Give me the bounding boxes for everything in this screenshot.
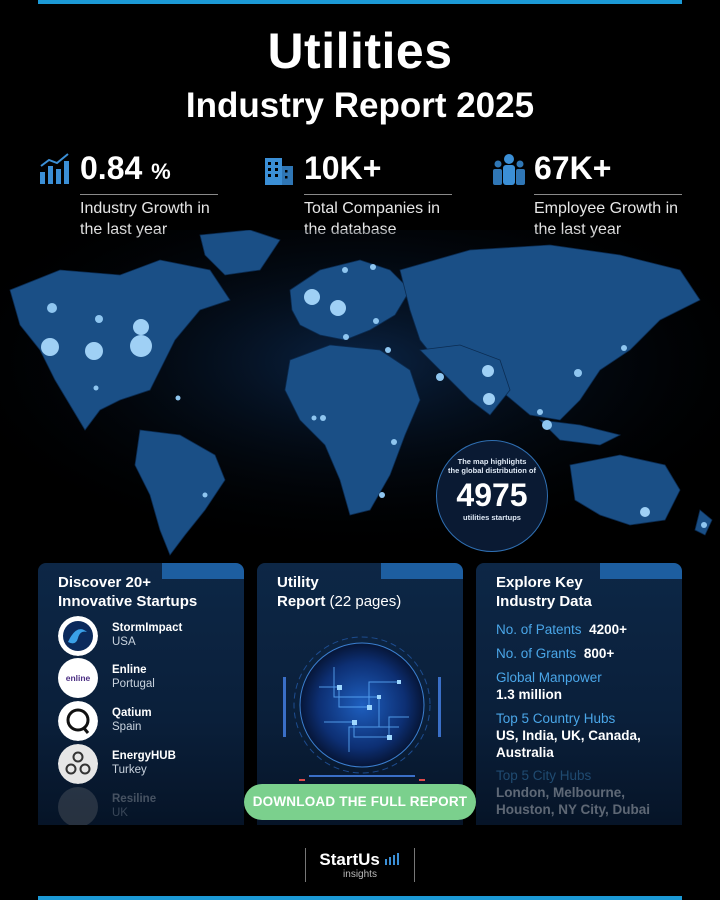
indonesia-shape bbox=[538, 419, 622, 446]
greenland-shape bbox=[199, 230, 281, 276]
world-map bbox=[0, 230, 720, 560]
page-subtitle: Industry Report 2025 bbox=[185, 86, 535, 125]
hotspot-marker bbox=[202, 492, 208, 498]
badge-caption: The map highlights the global distributio… bbox=[448, 457, 536, 475]
hotspot-marker bbox=[436, 373, 444, 381]
startup-item[interactable]: EnergyHUB Turkey bbox=[58, 744, 238, 784]
manpower-row: Global Manpower 1.3 million bbox=[496, 670, 602, 702]
hotspot-marker bbox=[133, 319, 149, 335]
hotspot-marker bbox=[304, 289, 320, 305]
brand-name: StartUs bbox=[319, 850, 380, 869]
hotspot-marker bbox=[482, 365, 494, 377]
hotspot-marker bbox=[373, 318, 379, 324]
report-cover-graphic bbox=[283, 636, 441, 781]
qatium-logo bbox=[58, 701, 98, 741]
building-icon bbox=[265, 158, 293, 185]
startup-country: USA bbox=[112, 636, 136, 648]
resiline-logo bbox=[58, 787, 98, 825]
startup-item[interactable]: enline Enline Portugal bbox=[58, 658, 238, 698]
hotspot-marker bbox=[95, 315, 103, 323]
startup-name: EnergyHUB bbox=[112, 750, 176, 762]
bottom-accent-bar bbox=[38, 896, 682, 900]
card-title: Utility Report (22 pages) bbox=[277, 574, 402, 610]
hotspot-marker bbox=[47, 303, 57, 313]
badge-subcaption: utilities startups bbox=[463, 513, 521, 522]
startup-name: StormImpact bbox=[112, 622, 183, 634]
hotspot-marker bbox=[483, 393, 495, 405]
europe-shape bbox=[289, 259, 411, 341]
divider bbox=[534, 194, 682, 195]
hotspot-marker bbox=[574, 369, 582, 377]
stat-value: 10K+ bbox=[304, 150, 382, 186]
hotspot-marker bbox=[175, 395, 181, 401]
hotspot-marker bbox=[385, 347, 391, 353]
hotspot-marker bbox=[320, 415, 326, 421]
hotspot-marker bbox=[621, 345, 627, 351]
card-title: Explore Key Industry Data bbox=[496, 574, 592, 610]
north-america-shape bbox=[9, 259, 231, 431]
hotspot-marker bbox=[330, 300, 346, 316]
card-tab bbox=[599, 563, 682, 579]
hotspot-markers bbox=[41, 264, 707, 528]
download-report-button[interactable]: DOWNLOAD THE FULL REPORT bbox=[244, 784, 476, 820]
hotspot-marker bbox=[379, 492, 385, 498]
startup-country: UK bbox=[112, 807, 128, 819]
bar-chart-icon bbox=[40, 153, 69, 184]
card-tab bbox=[380, 563, 463, 579]
people-icon bbox=[493, 154, 525, 185]
hotspot-marker bbox=[640, 507, 650, 517]
hotspot-marker bbox=[130, 335, 152, 357]
hotspot-marker bbox=[701, 522, 707, 528]
africa-shape bbox=[284, 344, 421, 516]
startup-count-badge: The map highlights the global distributio… bbox=[436, 440, 548, 552]
brand-subtitle: insights bbox=[343, 869, 377, 880]
grants-row: No. of Grants 800+ bbox=[496, 646, 615, 661]
startup-country: Portugal bbox=[112, 678, 155, 690]
stat-value: 67K+ bbox=[534, 150, 612, 186]
hotspot-marker bbox=[537, 409, 543, 415]
startup-item[interactable]: Resiline UK bbox=[58, 787, 238, 825]
patents-row: No. of Patents 4200+ bbox=[496, 622, 627, 637]
hotspot-marker bbox=[391, 439, 397, 445]
australia-shape bbox=[569, 454, 681, 526]
startup-name: Qatium bbox=[112, 707, 152, 719]
startup-item[interactable]: StormImpact USA bbox=[58, 616, 238, 656]
startup-name: Enline bbox=[112, 664, 147, 676]
hotspot-marker bbox=[93, 385, 99, 391]
card-tab bbox=[161, 563, 244, 579]
hotspot-marker bbox=[542, 420, 552, 430]
hotspot-marker bbox=[311, 415, 317, 421]
startup-name: Resiline bbox=[112, 793, 157, 805]
divider bbox=[80, 194, 218, 195]
south-america-shape bbox=[134, 429, 226, 556]
enline-logo: enline bbox=[58, 658, 98, 698]
startup-country: Spain bbox=[112, 721, 142, 733]
startus-logo: StartUs insights bbox=[305, 848, 415, 882]
energyhub-logo bbox=[58, 744, 98, 784]
page-title: Utilities bbox=[267, 23, 453, 79]
hotspot-marker bbox=[85, 342, 103, 360]
card-title: Discover 20+ Innovative Startups bbox=[58, 574, 198, 610]
signal-bars-icon bbox=[384, 853, 399, 865]
stormimpact-logo bbox=[58, 616, 98, 656]
stat-value: 0.84 % bbox=[80, 150, 171, 186]
startups-card: Discover 20+ Innovative Startups StormImp… bbox=[38, 563, 244, 825]
industry-data-card: Explore Key Industry Data No. of Patents … bbox=[476, 563, 682, 825]
hotspot-marker bbox=[342, 267, 348, 273]
hotspot-marker bbox=[370, 264, 376, 270]
divider bbox=[304, 194, 452, 195]
report-card: Utility Report (22 pages) bbox=[257, 563, 463, 825]
startup-item[interactable]: Qatium Spain bbox=[58, 701, 238, 741]
country-hubs-row: Top 5 Country Hubs US, India, UK, Canada… bbox=[496, 711, 641, 760]
city-hubs-row: Top 5 City Hubs London, Melbourne, Houst… bbox=[496, 768, 651, 817]
startup-count: 4975 bbox=[456, 477, 528, 513]
top-accent-bar bbox=[38, 0, 682, 4]
hotspot-marker bbox=[343, 334, 349, 340]
startup-country: Turkey bbox=[112, 764, 147, 776]
hotspot-marker bbox=[41, 338, 59, 356]
